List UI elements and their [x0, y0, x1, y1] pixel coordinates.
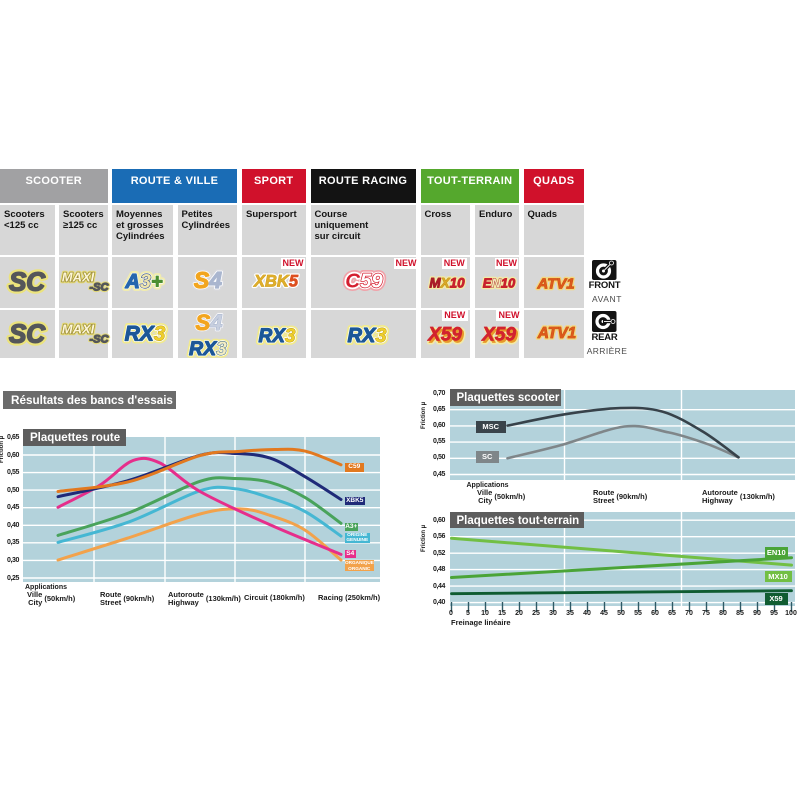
svg-text:A3+: A3+ [124, 271, 163, 293]
svg-text:MAXI: MAXI [62, 322, 95, 337]
svg-text:MX10: MX10 [429, 276, 465, 291]
svg-text:RX3: RX3 [125, 323, 166, 346]
svg-text:X59: X59 [427, 325, 462, 346]
svg-text:-SC: -SC [90, 282, 110, 294]
svg-text:S4: S4 [194, 267, 222, 293]
svg-text:MAXI: MAXI [62, 270, 95, 285]
svg-text:S4: S4 [194, 267, 222, 293]
svg-text:S4: S4 [196, 310, 223, 335]
svg-text:C59: C59 [345, 270, 383, 293]
svg-text:RX3: RX3 [348, 325, 387, 347]
svg-text:MAXI: MAXI [62, 322, 95, 337]
svg-text:C59: C59 [345, 270, 383, 293]
svg-text:MAXI: MAXI [62, 270, 95, 285]
svg-text:ATV1: ATV1 [536, 276, 574, 293]
svg-text:C59: C59 [345, 270, 383, 293]
svg-text:X59: X59 [481, 325, 516, 346]
svg-text:RX3: RX3 [259, 326, 296, 347]
svg-text:RX3: RX3 [125, 323, 166, 346]
svg-text:XBK5: XBK5 [253, 273, 299, 291]
svg-text:-SC: -SC [90, 282, 110, 294]
svg-text:RX3: RX3 [189, 338, 227, 360]
svg-text:-SC: -SC [90, 334, 110, 346]
svg-text:RX3: RX3 [348, 325, 387, 347]
svg-text:ATV1: ATV1 [537, 325, 576, 342]
svg-text:RX3: RX3 [259, 326, 296, 347]
svg-text:X59: X59 [483, 326, 518, 347]
svg-text:RX3: RX3 [189, 338, 227, 360]
svg-text:X59: X59 [429, 326, 464, 347]
svg-text:A3+: A3+ [124, 271, 163, 293]
svg-text:X59: X59 [429, 326, 464, 347]
svg-text:EN10: EN10 [483, 276, 516, 291]
svg-text:X59: X59 [483, 326, 518, 347]
svg-text:XBK5: XBK5 [253, 273, 299, 291]
svg-text:RX3: RX3 [125, 323, 166, 346]
svg-text:RX3: RX3 [259, 326, 296, 347]
svg-text:S4: S4 [196, 310, 223, 335]
svg-text:C59: C59 [345, 270, 383, 293]
svg-text:SC: SC [9, 267, 46, 297]
svg-text:RX3: RX3 [125, 323, 166, 346]
svg-text:EN10: EN10 [483, 276, 516, 291]
svg-text:MX10: MX10 [429, 276, 465, 291]
svg-text:RX3: RX3 [189, 338, 227, 360]
svg-text:C59: C59 [345, 270, 383, 293]
svg-text:RX3: RX3 [259, 326, 296, 347]
svg-text:ATV1: ATV1 [537, 325, 576, 342]
svg-text:RX3: RX3 [348, 325, 387, 347]
svg-text:SC: SC [9, 319, 46, 349]
svg-text:SC: SC [9, 267, 46, 297]
svg-text:S4: S4 [196, 310, 223, 335]
svg-text:SC: SC [9, 319, 46, 349]
svg-text:RX3: RX3 [348, 325, 387, 347]
svg-text:A3+: A3+ [124, 271, 163, 293]
svg-text:RX3: RX3 [189, 338, 227, 360]
svg-text:-SC: -SC [90, 334, 110, 346]
svg-text:ATV1: ATV1 [536, 276, 574, 293]
svg-text:S4: S4 [194, 267, 222, 293]
